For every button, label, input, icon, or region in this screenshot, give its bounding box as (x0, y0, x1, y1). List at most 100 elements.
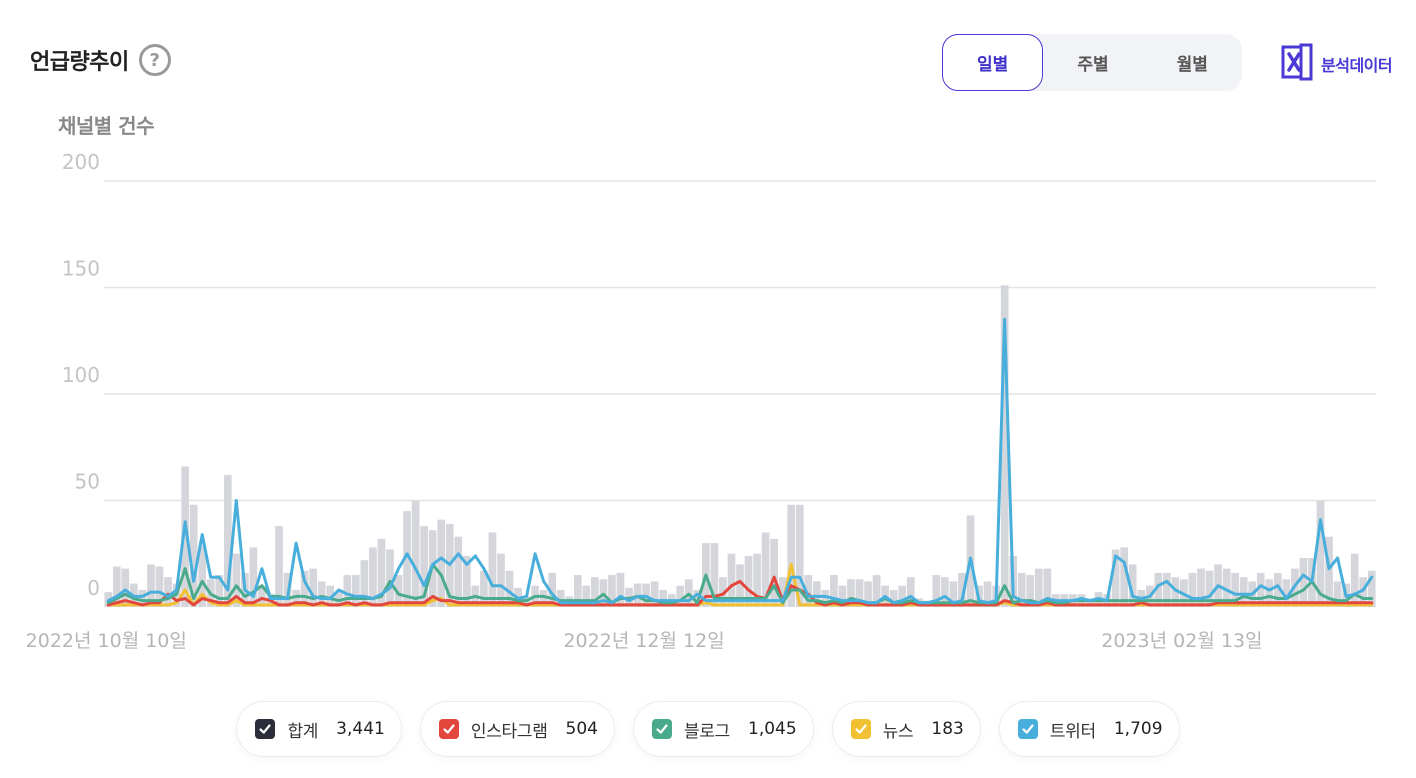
bar-total (326, 585, 335, 607)
tab-weekly[interactable]: 주별 (1077, 55, 1109, 75)
section-title: 언급량추이 (30, 50, 129, 75)
bar-total (941, 577, 949, 607)
bar-total (112, 566, 121, 607)
bar-total (1188, 572, 1197, 607)
bar-total (830, 575, 838, 607)
bar-total (1026, 575, 1035, 607)
bar-total (351, 575, 360, 607)
help-icon[interactable]: ? (138, 44, 171, 76)
y-tick-label: 100 (62, 363, 100, 387)
x-tick-label: 2022년 12월 12일 (563, 630, 724, 652)
checkbox-icon[interactable] (438, 719, 459, 739)
export-label: 분석데이터 (1321, 56, 1393, 75)
bar-total (650, 581, 659, 607)
bar-total (676, 585, 685, 607)
legend-label: 합계 (287, 721, 319, 742)
excel-icon (1281, 43, 1317, 85)
y-tick-label: 200 (62, 150, 100, 174)
bar-total (147, 564, 155, 607)
legend-count: 1,045 (748, 719, 797, 739)
bar-total (539, 589, 548, 607)
bar-total (360, 560, 369, 607)
bar-total (591, 577, 599, 607)
bar-total (121, 568, 130, 607)
legend-chip-total[interactable]: 합계 3,441 (236, 701, 402, 757)
bar-total (155, 566, 164, 607)
legend-count: 1,709 (1113, 719, 1163, 739)
tab-monthly[interactable]: 월별 (1176, 55, 1208, 75)
bar-total (505, 570, 514, 607)
bar-total (804, 575, 813, 607)
bar-total (727, 553, 736, 607)
chart-header: 언급량추이 ? (30, 44, 171, 76)
bar-total (1325, 536, 1333, 607)
bar-total (258, 585, 266, 607)
checkbox-icon[interactable] (1017, 719, 1038, 739)
bar-total (403, 511, 411, 607)
bar-total (1111, 549, 1120, 607)
bar-total (411, 500, 420, 607)
x-tick-label: 2023년 02월 13일 (1101, 630, 1262, 652)
bar-total (736, 564, 744, 607)
bar-total (761, 532, 770, 607)
bar-total (1154, 572, 1163, 607)
checkbox-icon[interactable] (651, 719, 672, 739)
bar-total (710, 543, 719, 607)
legend-chip-blog[interactable]: 블로그 1,045 (632, 701, 814, 757)
bar-total (437, 519, 446, 607)
bar-total (864, 581, 872, 607)
bar-total (1043, 568, 1052, 607)
bar-total (1197, 568, 1205, 607)
bar-total (1120, 547, 1129, 607)
bar-total (838, 585, 847, 607)
legend-label: 뉴스 (882, 721, 914, 742)
bar-total (138, 589, 147, 607)
bar-total (317, 581, 326, 607)
bar-total (1034, 568, 1043, 607)
bar-total (582, 585, 591, 607)
bar-total (1359, 577, 1368, 607)
y-tick-label: 150 (62, 257, 100, 281)
bar-total (659, 589, 668, 607)
bar-total (1222, 568, 1231, 607)
legend-count: 183 (931, 719, 964, 739)
legend-label: 트위터 (1049, 721, 1096, 742)
legend-chip-instagram[interactable]: 인스타그램 504 (419, 701, 615, 757)
bar-total (480, 570, 488, 607)
legend-chip-twitter[interactable]: 트위터 1,709 (998, 701, 1180, 757)
checkbox-icon[interactable] (255, 719, 276, 739)
mention-trend-chart: 0 50 100 150 200 2022년 10월 10일 2022년 12월 12일 20… (26, 150, 1376, 652)
bar-total (744, 555, 753, 607)
bar-total (932, 575, 941, 607)
bar-total (1128, 564, 1137, 607)
bar-total (1350, 553, 1359, 607)
bar-total (497, 553, 505, 607)
bar-total (1239, 577, 1248, 607)
bar-total (394, 575, 403, 607)
bar-total (488, 532, 497, 607)
bar-total (1086, 598, 1094, 607)
bar-total (795, 504, 804, 607)
export-data-button[interactable]: 분석데이터 (1281, 43, 1393, 85)
bar-total (1163, 572, 1171, 607)
bar-total (343, 575, 352, 607)
bar-total (556, 589, 565, 607)
legend-chip-news[interactable]: 뉴스 183 (831, 701, 981, 757)
bar-total (608, 575, 616, 607)
checkbox-icon[interactable] (850, 719, 871, 739)
bar-total (958, 572, 966, 607)
period-toggle: 일별 주별 월별 (942, 34, 1242, 91)
bar-total (275, 526, 283, 607)
legend-count: 3,441 (336, 719, 385, 739)
bar-total (548, 572, 557, 607)
bar-total (386, 549, 394, 607)
bar-total (1265, 579, 1274, 607)
tab-daily[interactable]: 일별 (942, 34, 1044, 91)
bar-total (198, 545, 207, 607)
bar-total (454, 536, 463, 607)
bar-total (1000, 285, 1009, 607)
bar-total (309, 568, 317, 607)
bar-total (889, 589, 898, 607)
y-tick-label: 0 (87, 576, 100, 600)
bar-total (292, 589, 300, 607)
